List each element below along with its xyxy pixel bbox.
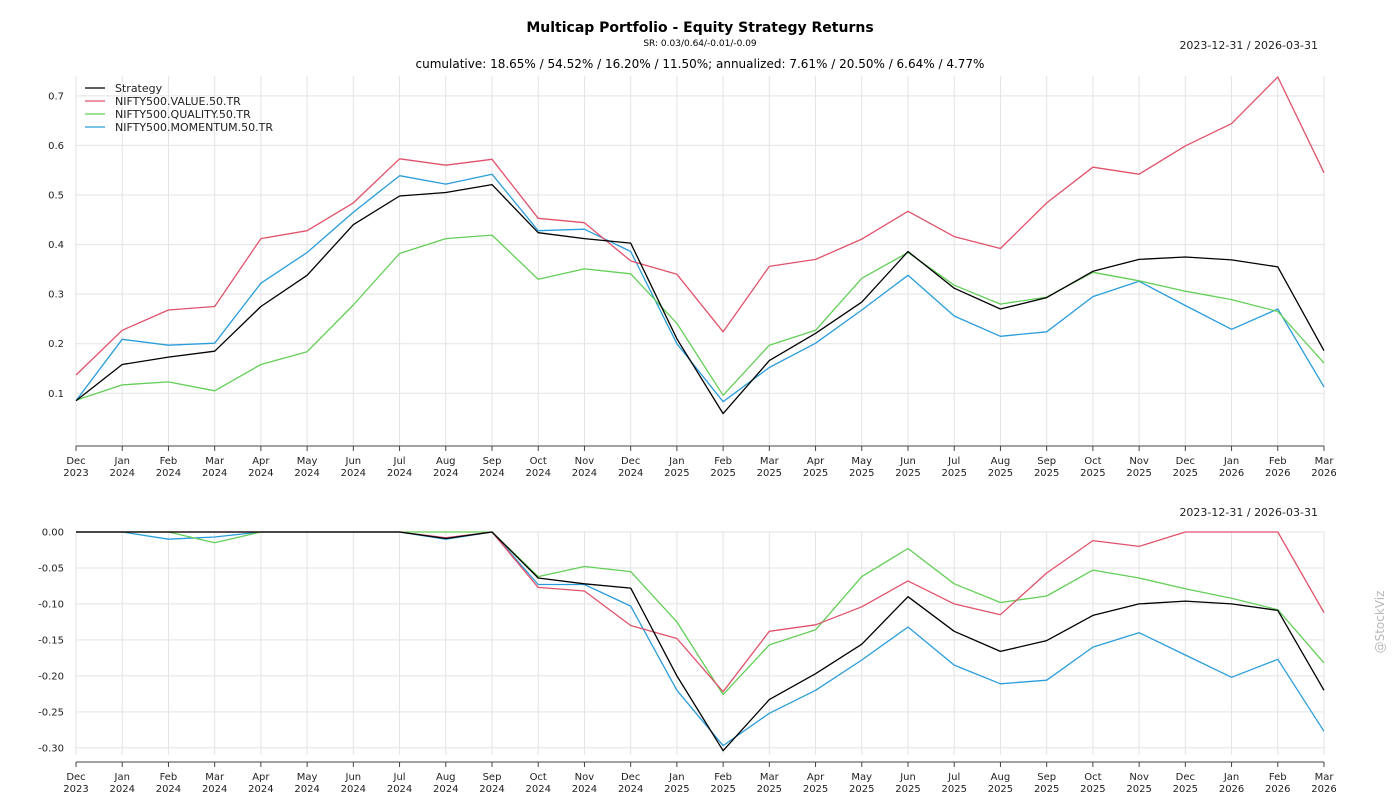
date-range-top: 2023-12-31 / 2026-03-31 (1179, 39, 1318, 52)
x-tick-label: Mar 2024 (202, 772, 227, 795)
y-tick-label: -0.10 (38, 599, 64, 610)
x-tick-label: Sep 2024 (479, 456, 504, 479)
x-tick-label: Sep 2024 (479, 772, 504, 795)
x-tick-label: Nov 2025 (1126, 772, 1151, 795)
x-tick-label: Oct 2025 (1080, 772, 1105, 795)
x-tick-label: Feb 2025 (710, 772, 735, 795)
x-tick-label: Aug 2025 (988, 772, 1013, 795)
y-tick-label: -0.30 (38, 743, 64, 754)
x-tick-label: Oct 2024 (525, 772, 550, 795)
x-tick-label: Mar 2026 (1311, 772, 1336, 795)
series-line-nifty500-value-50-tr (76, 531, 1325, 693)
x-tick-label: Jan 2026 (1219, 772, 1244, 795)
legend-label-nifty500-momentum-50-tr: NIFTY500.MOMENTUM.50.TR (115, 121, 273, 134)
y-tick-label: 0.7 (48, 91, 64, 102)
x-tick-label: Jan 2025 (664, 456, 689, 479)
x-tick-label: Feb 2025 (710, 456, 735, 479)
series-line-nifty500-quality-50-tr (76, 531, 1325, 696)
y-tick-label: 0.1 (48, 389, 64, 400)
x-tick-label: Feb 2026 (1265, 456, 1290, 479)
x-tick-label: May 2025 (849, 456, 874, 479)
x-tick-label: Apr 2024 (248, 456, 273, 479)
x-tick-label: Aug 2024 (433, 456, 458, 479)
x-tick-label: Jan 2024 (109, 772, 134, 795)
x-tick-label: Feb 2024 (156, 772, 181, 795)
x-tick-label: Jun 2024 (341, 456, 366, 479)
x-tick-label: Dec 2023 (63, 456, 88, 479)
x-tick-label: Aug 2024 (433, 772, 458, 795)
x-tick-label: Feb 2024 (156, 456, 181, 479)
drawdown-panel: 0.00 -0.05 -0.10 -0.15 -0.20 -0.25 -0.30 Dec 202… (38, 528, 1337, 796)
x-tick-label: Sep 2025 (1034, 772, 1059, 795)
x-tick-label: Jan 2024 (109, 456, 134, 479)
y-tick-label: -0.25 (38, 707, 64, 718)
x-tick-label: Oct 2025 (1080, 456, 1105, 479)
x-tick-label: Jun 2025 (895, 772, 920, 795)
y-tick-label: 0.00 (42, 528, 64, 539)
x-tick-label: Nov 2024 (572, 772, 597, 795)
x-tick-label: Mar 2025 (757, 772, 782, 795)
series-line-strategy (76, 531, 1325, 752)
x-tick-label: Apr 2024 (248, 772, 273, 795)
x-tick-label: Nov 2024 (572, 456, 597, 479)
sharpe-ratio-subtitle: SR: 0.03/0.64/-0.01/-0.09 (643, 39, 757, 49)
x-tick-label: Dec 2023 (63, 772, 88, 795)
x-tick-label: Dec 2025 (1173, 772, 1198, 795)
x-tick-label: Dec 2024 (618, 456, 643, 479)
y-tick-label: 0.4 (48, 240, 64, 251)
x-tick-label: Jul 2025 (941, 456, 966, 479)
y-tick-label: 0.5 (48, 190, 64, 201)
x-tick-label: Sep 2025 (1034, 456, 1059, 479)
x-tick-label: Mar 2026 (1311, 456, 1336, 479)
x-tick-label: Jul 2025 (941, 772, 966, 795)
x-tick-label: May 2024 (294, 772, 319, 795)
series-line-nifty500-quality-50-tr (75, 234, 1325, 401)
y-tick-label: -0.15 (38, 635, 64, 646)
legend-label-nifty500-quality-50-tr: NIFTY500.QUALITY.50.TR (115, 108, 251, 121)
legend-label-nifty500-value-50-tr: NIFTY500.VALUE.50.TR (115, 95, 241, 108)
x-tick-label: Aug 2025 (988, 456, 1013, 479)
x-tick-label: Nov 2025 (1126, 456, 1151, 479)
x-tick-label: Apr 2025 (803, 772, 828, 795)
x-tick-label: Feb 2026 (1265, 772, 1290, 795)
date-range-bottom: 2023-12-31 / 2026-03-31 (1179, 506, 1318, 519)
x-tick-label: Oct 2024 (525, 456, 550, 479)
y-tick-label: -0.20 (38, 671, 64, 682)
cumulative-returns-panel: 0.1 0.2 0.3 0.4 0.5 0.6 0.7 Dec 2023 Jan 2024 Feb 20… (48, 76, 1337, 479)
y-tick-label: -0.05 (38, 563, 64, 574)
x-tick-label: May 2025 (849, 772, 874, 795)
x-tick-label: Jan 2026 (1219, 456, 1244, 479)
x-tick-label: Jun 2024 (341, 772, 366, 795)
x-tick-label: May 2024 (294, 456, 319, 479)
x-tick-label: Dec 2025 (1173, 456, 1198, 479)
x-tick-label: Mar 2025 (757, 456, 782, 479)
y-tick-label: 0.6 (48, 141, 64, 152)
returns-summary: cumulative: 18.65% / 54.52% / 16.20% / 1… (415, 57, 985, 71)
chart-title: Multicap Portfolio - Equity Strategy Ret… (526, 20, 874, 36)
y-tick-label: 0.2 (48, 339, 64, 350)
x-tick-label: Mar 2024 (202, 456, 227, 479)
legend-label-strategy: Strategy (115, 82, 163, 95)
x-tick-label: Apr 2025 (803, 456, 828, 479)
x-tick-label: Dec 2024 (618, 772, 643, 795)
y-tick-label: 0.3 (48, 290, 64, 301)
x-tick-label: Jun 2025 (895, 456, 920, 479)
x-tick-label: Jul 2024 (387, 772, 412, 795)
series-line-strategy (75, 183, 1325, 415)
series-line-nifty500-momentum-50-tr (75, 173, 1325, 403)
x-tick-label: Jul 2024 (387, 456, 412, 479)
series-line-nifty500-value-50-tr (75, 76, 1325, 376)
x-tick-label: Jan 2025 (664, 772, 689, 795)
